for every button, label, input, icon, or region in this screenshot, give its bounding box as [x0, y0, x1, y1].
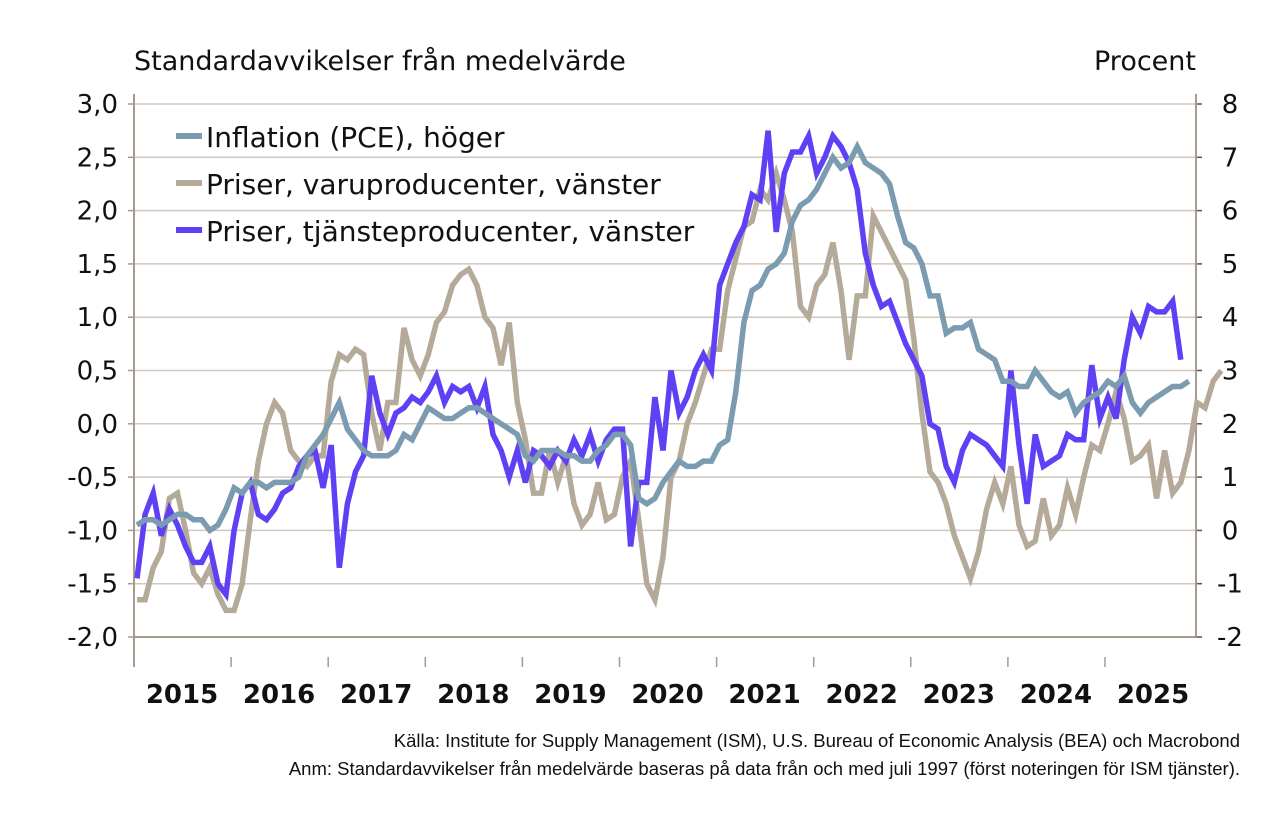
legend-swatch — [176, 227, 202, 233]
right-tick-label: 0 — [1222, 516, 1239, 546]
x-tick-labels: 2015 2016 2017 2018 2019 2020 2021 2022 2023 2024… — [146, 680, 1189, 710]
left-tick-label: 2,5 — [77, 143, 118, 173]
remark-note: Anm: Standardavvikelser från medelvärde … — [288, 758, 1240, 779]
x-tick-label: 2015 — [146, 680, 218, 710]
legend-swatch — [176, 133, 202, 139]
legend: Inflation (PCE), höger Priser, varuproduc… — [176, 121, 695, 248]
right-tick-label: 7 — [1222, 143, 1239, 173]
x-tick-label: 2019 — [534, 680, 606, 710]
right-tick-label: 5 — [1222, 250, 1239, 280]
right-tick-label: -1 — [1217, 570, 1243, 600]
x-tick-label: 2025 — [1117, 680, 1189, 710]
x-tick-label: 2022 — [826, 680, 898, 710]
x-tick-label: 2024 — [1020, 680, 1092, 710]
left-tick-label: 1,0 — [77, 303, 118, 333]
x-tick-label: 2017 — [340, 680, 412, 710]
right-tick-label: -2 — [1217, 623, 1243, 653]
left-tick-label: 3,0 — [77, 90, 118, 120]
x-tick-label: 2018 — [437, 680, 509, 710]
x-tick-label: 2020 — [631, 680, 703, 710]
legend-label: Priser, tjänsteproducenter, vänster — [206, 215, 695, 248]
right-tick-label: 2 — [1222, 410, 1239, 440]
right-axis-title: Procent — [1094, 46, 1196, 77]
legend-label: Inflation (PCE), höger — [206, 121, 505, 154]
right-tick-label: 3 — [1222, 357, 1239, 387]
axes — [128, 94, 1202, 667]
series-lines — [134, 127, 1224, 614]
right-tick-label: 8 — [1222, 90, 1239, 120]
x-tick-label: 2021 — [728, 680, 800, 710]
right-tick-label: 6 — [1222, 197, 1239, 227]
right-tick-label: 1 — [1222, 463, 1239, 493]
legend-swatch — [176, 180, 202, 186]
left-tick-label: -0,5 — [67, 463, 118, 493]
x-tick-label: 2023 — [923, 680, 995, 710]
left-tick-label: 1,5 — [77, 250, 118, 280]
series-line-0 — [135, 140, 1191, 535]
source-note: Källa: Institute for Supply Management (… — [393, 730, 1240, 751]
legend-label: Priser, varuproducenter, vänster — [206, 168, 661, 201]
left-tick-label: -1,5 — [67, 570, 118, 600]
left-tick-label: 0,0 — [77, 410, 118, 440]
right-tick-labels: 8 7 6 5 4 3 2 1 0 -1 -2 — [1217, 90, 1243, 653]
left-tick-label: -1,0 — [67, 516, 118, 546]
left-tick-label: -2,0 — [67, 623, 118, 653]
left-tick-label: 2,0 — [77, 197, 118, 227]
left-tick-labels: 3,0 2,5 2,0 1,5 1,0 0,5 0,0 -0,5 -1,0 -1,5 -2,0 — [67, 90, 118, 653]
left-tick-label: 0,5 — [77, 357, 118, 387]
left-axis-title: Standardavvikelser från medelvärde — [134, 46, 626, 77]
x-tick-label: 2016 — [243, 680, 315, 710]
right-tick-label: 4 — [1222, 303, 1239, 333]
